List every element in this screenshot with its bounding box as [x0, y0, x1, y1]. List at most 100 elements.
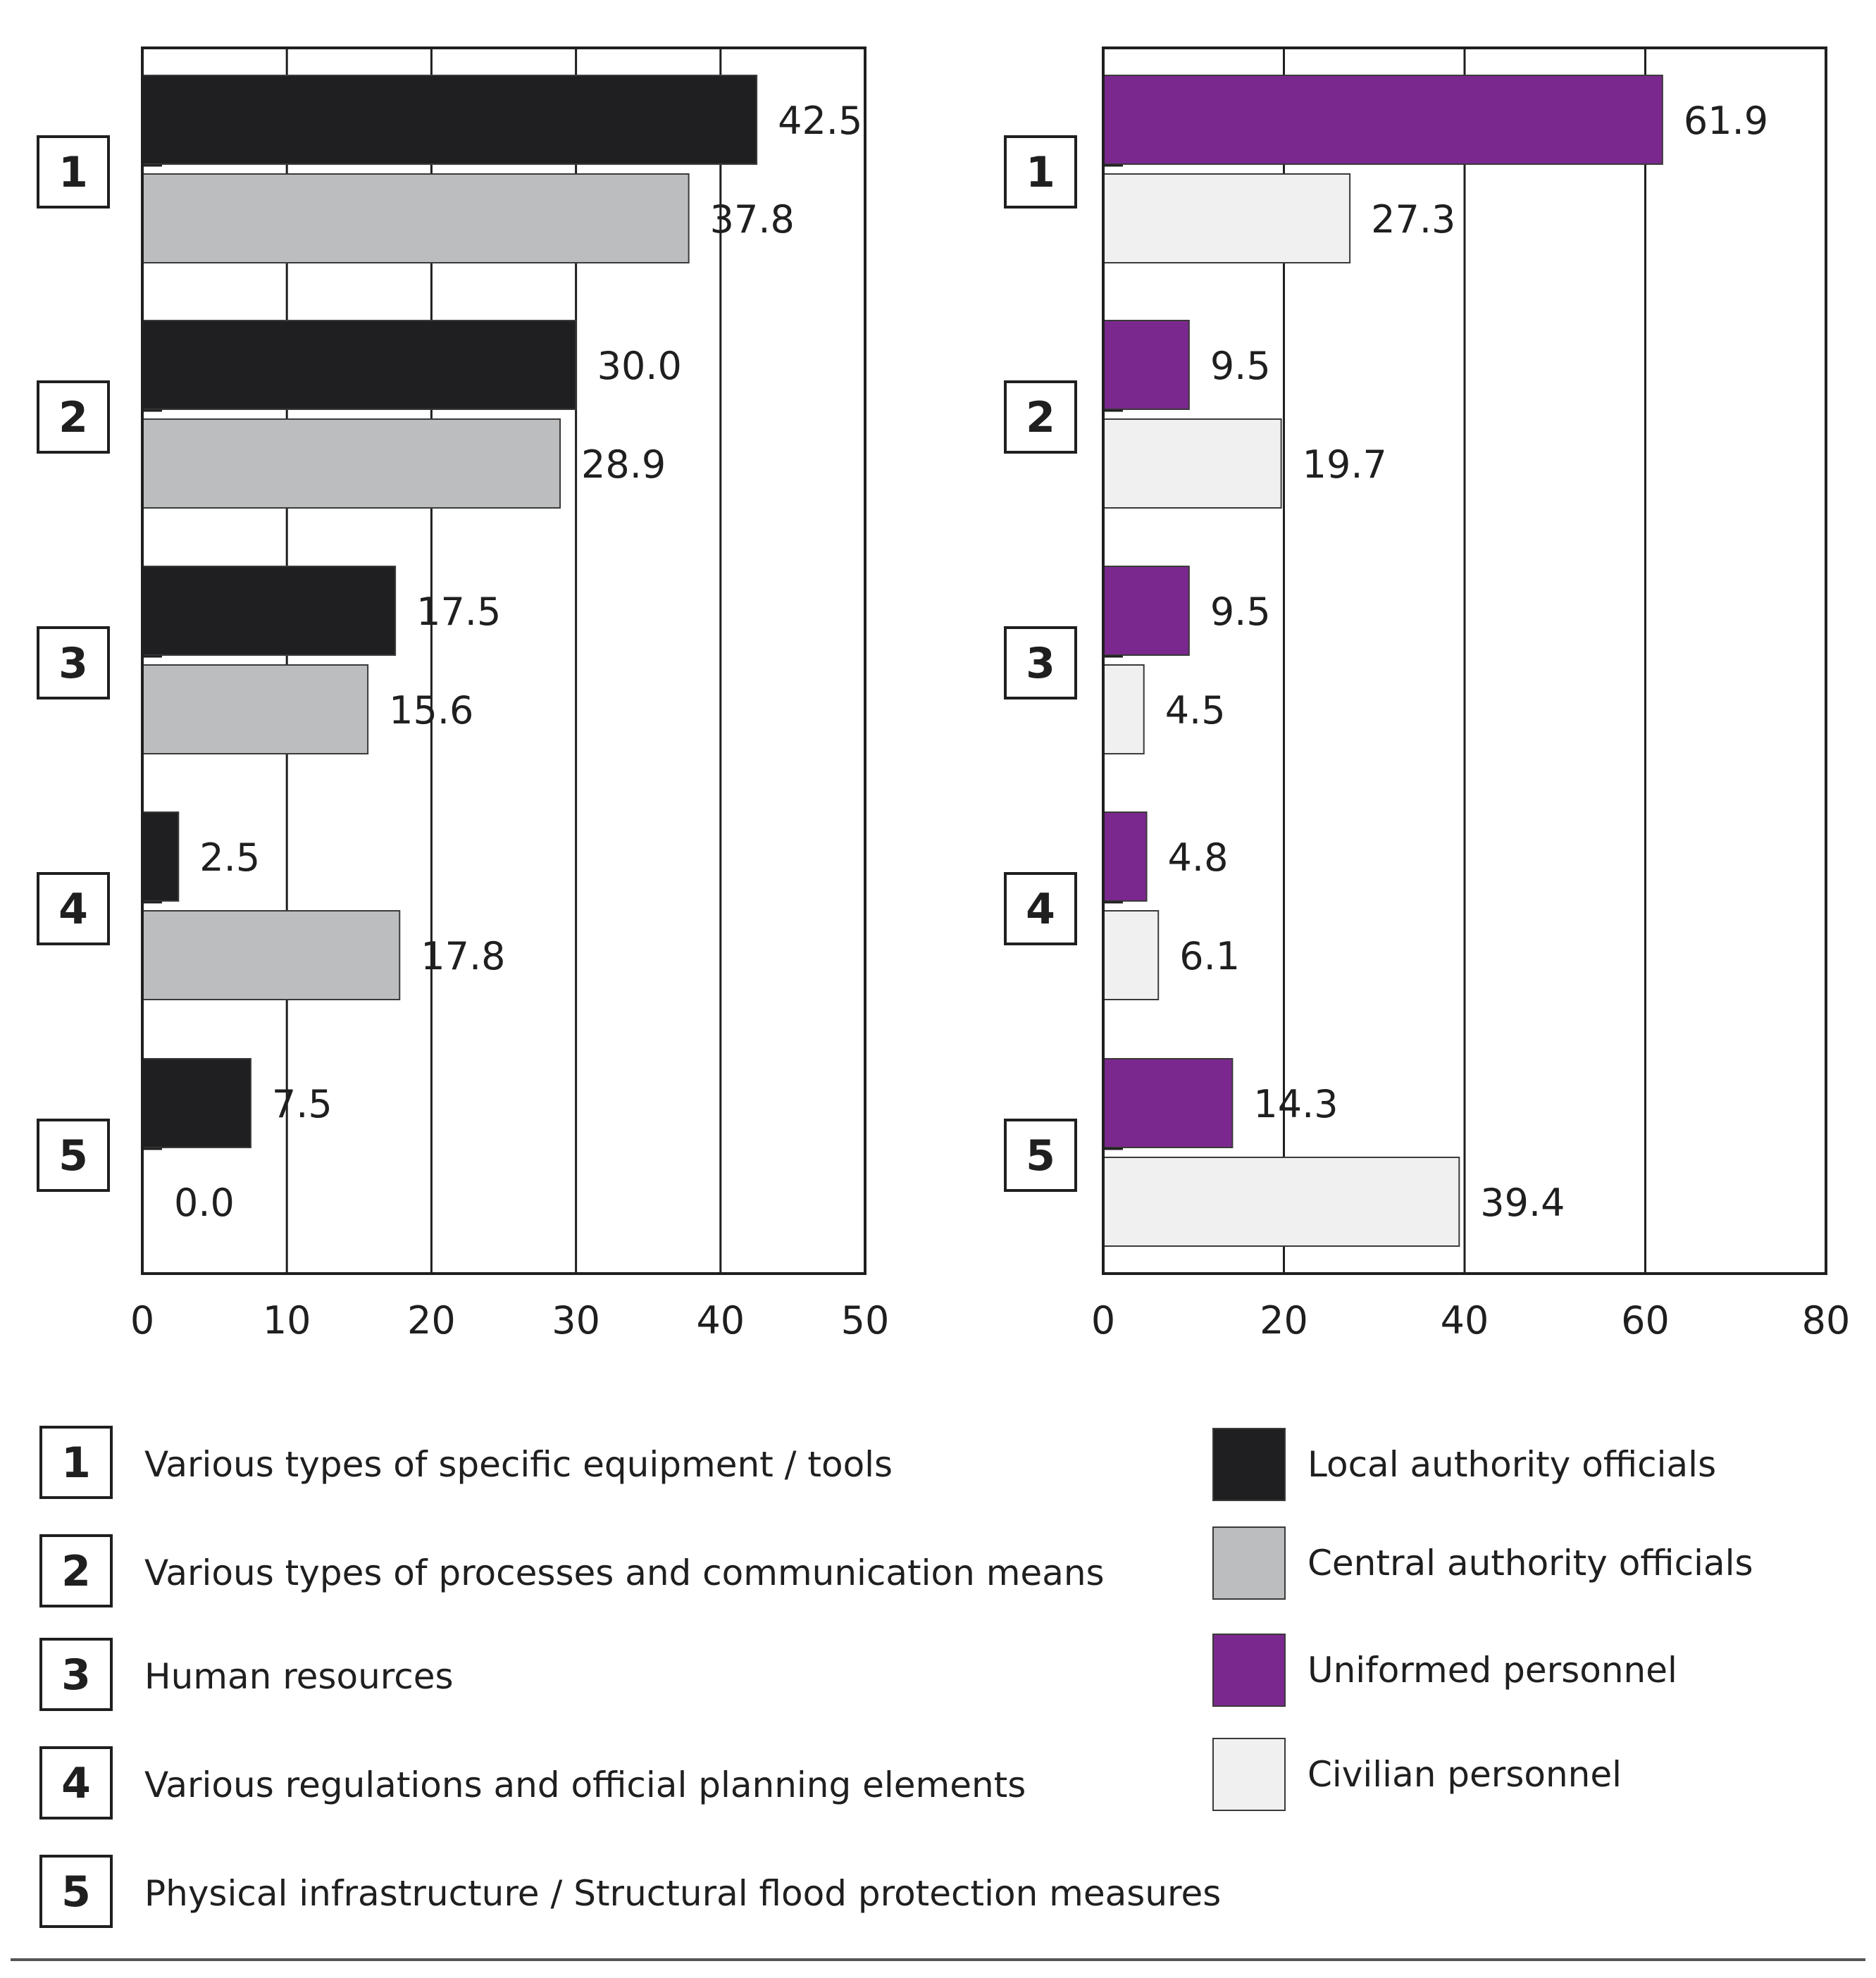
- legend-category-text: Physical infrastructure / Structural flo…: [144, 1873, 1221, 1914]
- x-tick-label: 50: [841, 1298, 890, 1343]
- data-label: 61.9: [1684, 99, 1768, 143]
- data-label: 4.8: [1168, 835, 1229, 880]
- data-label: 37.8: [710, 197, 795, 242]
- category-label: 1: [58, 148, 88, 197]
- data-label: 28.9: [581, 442, 666, 487]
- bar: [142, 418, 561, 509]
- legend-category-box: [39, 1746, 113, 1820]
- bar: [1102, 910, 1160, 1000]
- x-tick-label: 30: [552, 1298, 600, 1343]
- legend-series-text: Civilian personnel: [1307, 1754, 1622, 1795]
- legend-swatch: [1212, 1526, 1286, 1600]
- legend-category-text: Various types of processes and communica…: [144, 1553, 1105, 1593]
- legend-series-text: Uniformed personnel: [1307, 1650, 1677, 1691]
- bar: [1102, 173, 1351, 263]
- category-label: 5: [58, 1131, 88, 1181]
- data-label: 15.6: [389, 688, 473, 733]
- x-tick-label: 0: [1091, 1298, 1115, 1343]
- category-box: [1004, 1119, 1077, 1192]
- data-label: 6.1: [1179, 934, 1240, 978]
- legend-series-text: Central authority officials: [1307, 1543, 1753, 1584]
- legend-category-box: [39, 1638, 113, 1711]
- bar: [142, 320, 577, 410]
- category-box: [37, 872, 110, 945]
- right-bar-chart: 0 20 40 60 80 61.9 27.3 1 9.5 19.7 2 9.5 4.5 3 4.8 6.1 4…: [1004, 46, 1851, 1343]
- bar: [1102, 320, 1190, 410]
- bar: [1102, 811, 1148, 902]
- x-tick-label: 20: [1260, 1298, 1308, 1343]
- data-label: 17.8: [421, 934, 505, 978]
- bar: [1102, 1058, 1234, 1148]
- plot-frame: [141, 46, 866, 1275]
- data-label: 0.0: [174, 1181, 235, 1225]
- category-label: 3: [1026, 639, 1055, 688]
- bar: [1102, 1157, 1460, 1247]
- data-label: 9.5: [1210, 590, 1271, 634]
- category-box: [1004, 872, 1077, 945]
- legend-category-box: [39, 1426, 113, 1499]
- left-bar-chart: 0 10 20 30 40 50 42.5 37.8 1 30.0 28.9 2 17.5 15.6 3 2.…: [37, 46, 890, 1343]
- x-tick-label: 10: [263, 1298, 311, 1343]
- bar: [142, 566, 397, 656]
- category-box: [37, 135, 110, 209]
- category-box: [37, 1119, 110, 1192]
- bar: [1102, 566, 1190, 656]
- category-box: [1004, 380, 1077, 454]
- plot-frame: [1102, 46, 1827, 1275]
- category-label: 2: [1026, 393, 1055, 442]
- x-tick-label: 0: [130, 1298, 154, 1343]
- data-label: 7.5: [272, 1082, 333, 1126]
- bar: [142, 1058, 251, 1148]
- legend-category-number: 2: [61, 1547, 91, 1596]
- category-label: 5: [1026, 1131, 1055, 1181]
- legend-series-text: Local authority officials: [1307, 1444, 1716, 1485]
- data-label: 4.5: [1165, 688, 1226, 733]
- x-tick-label: 60: [1621, 1298, 1670, 1343]
- legend-swatch: [1212, 1428, 1286, 1501]
- data-label: 30.0: [597, 344, 682, 388]
- x-tick-label: 80: [1802, 1298, 1851, 1343]
- legend-category-number: 5: [61, 1867, 91, 1917]
- data-label: 27.3: [1371, 197, 1455, 242]
- data-label: 19.7: [1303, 442, 1387, 487]
- legend-category-text: Various types of specific equipment / to…: [144, 1444, 893, 1485]
- legend-category-number: 4: [61, 1759, 91, 1808]
- legend-category-number: 1: [61, 1438, 91, 1488]
- category-label: 4: [1026, 885, 1055, 934]
- category-box: [1004, 626, 1077, 699]
- category-label: 4: [58, 885, 88, 934]
- x-tick-label: 20: [407, 1298, 456, 1343]
- bar: [1102, 664, 1145, 754]
- category-label: 2: [58, 393, 88, 442]
- category-legend: 1 Various types of specific equipment / t…: [39, 1426, 1221, 1928]
- bar: [142, 910, 401, 1000]
- legend-category-box: [39, 1534, 113, 1607]
- x-tick-label: 40: [696, 1298, 745, 1343]
- data-label: 17.5: [416, 590, 501, 634]
- bar: [1102, 418, 1282, 509]
- legend-category-box: [39, 1855, 113, 1928]
- legend-swatch: [1212, 1634, 1286, 1707]
- category-label: 3: [58, 639, 88, 688]
- data-label: 9.5: [1210, 344, 1271, 388]
- bar: [142, 75, 758, 165]
- bar: [142, 811, 180, 902]
- data-label: 14.3: [1253, 1082, 1338, 1126]
- category-box: [37, 626, 110, 699]
- bar: [142, 173, 690, 263]
- legend-swatch: [1212, 1738, 1286, 1811]
- bar: [1102, 75, 1663, 165]
- data-label: 39.4: [1480, 1181, 1565, 1225]
- legend-category-text: Human resources: [144, 1656, 454, 1697]
- series-legend: Local authority officials Central authori…: [1212, 1428, 1753, 1811]
- data-label: 42.5: [778, 99, 862, 143]
- x-tick-label: 40: [1441, 1298, 1489, 1343]
- legend-category-text: Various regulations and official plannin…: [144, 1765, 1026, 1805]
- legend-category-number: 3: [61, 1650, 91, 1700]
- category-label: 1: [1026, 148, 1055, 197]
- bar: [142, 664, 369, 754]
- category-box: [37, 380, 110, 454]
- category-box: [1004, 135, 1077, 209]
- data-label: 2.5: [199, 835, 260, 880]
